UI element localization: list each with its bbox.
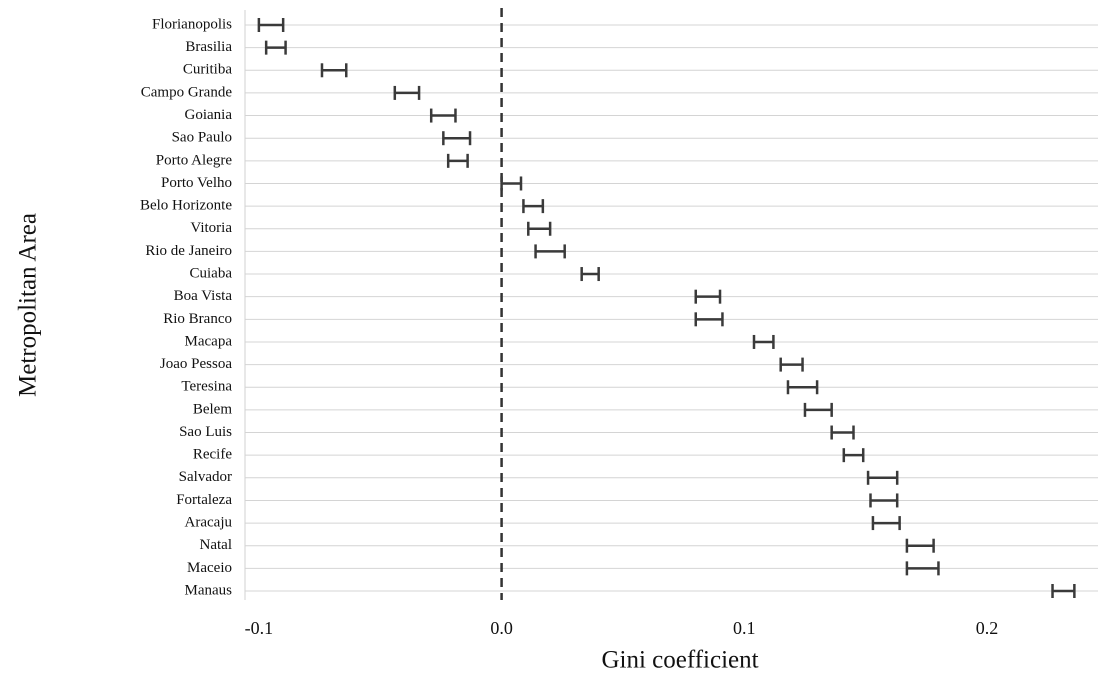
- x-tick-label: -0.1: [245, 618, 274, 638]
- y-tick-label: Sao Luis: [179, 424, 232, 440]
- y-tick-label: Belem: [193, 401, 232, 417]
- y-tick-label: Salvador: [179, 469, 232, 485]
- y-tick-label: Recife: [193, 447, 232, 463]
- y-tick-label: Brasilia: [185, 39, 232, 55]
- x-tick-label: 0.1: [733, 618, 756, 638]
- y-tick-label: Rio Branco: [163, 311, 232, 327]
- y-tick-label: Belo Horizonte: [140, 198, 232, 214]
- y-tick-label: Joao Pessoa: [160, 356, 232, 372]
- y-tick-label: Cuiaba: [190, 265, 233, 281]
- y-tick-label: Fortaleza: [176, 492, 232, 508]
- x-tick-label: 0.2: [976, 618, 999, 638]
- y-tick-label: Porto Velho: [161, 175, 232, 191]
- y-tick-label: Porto Alegre: [156, 152, 233, 168]
- y-tick-label: Maceio: [187, 560, 232, 576]
- y-tick-label: Teresina: [181, 379, 232, 395]
- y-tick-label: Macapa: [185, 333, 233, 349]
- x-axis-title: Gini coefficient: [601, 647, 758, 674]
- y-tick-label: Florianopolis: [152, 16, 232, 32]
- y-tick-label: Aracaju: [185, 515, 233, 531]
- y-tick-label: Rio de Janeiro: [145, 243, 232, 259]
- y-tick-label: Boa Vista: [174, 288, 233, 304]
- y-tick-label: Campo Grande: [141, 84, 233, 100]
- x-tick-label: 0.0: [490, 618, 513, 638]
- y-axis-title: Metropolitan Area: [15, 213, 42, 397]
- y-tick-label: Curitiba: [183, 62, 233, 78]
- y-tick-label: Vitoria: [190, 220, 232, 236]
- y-tick-label: Sao Paulo: [172, 130, 232, 146]
- y-tick-label: Goiania: [185, 107, 233, 123]
- y-tick-label: Natal: [200, 537, 232, 553]
- y-tick-label: Manaus: [185, 582, 233, 598]
